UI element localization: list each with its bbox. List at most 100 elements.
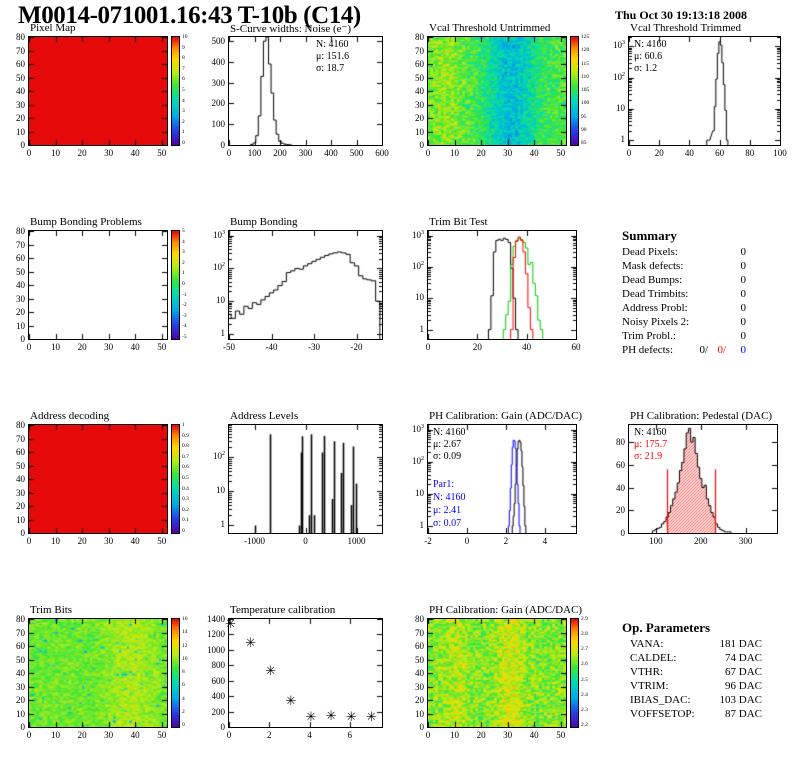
op-parameters-title: Op. Parameters [622, 620, 711, 635]
bump-bonding-xtick: -40 [265, 342, 278, 352]
pixel-map-xtick: 10 [51, 148, 61, 158]
pixel-map-colorbar [171, 36, 180, 146]
ph-calibration-pedestal-ytick: 40 [616, 482, 625, 493]
ph-calibration-gain-map-colorbar-tick: 2.8 [581, 631, 588, 638]
pixel-map-colorbar-gradient [172, 37, 179, 145]
vcal-threshold-untrimmed-ytick: 60 [415, 59, 424, 69]
trim-bits-xtick: 10 [51, 730, 61, 740]
bump-bonding-problems-colorbar-tick: 0 [182, 281, 185, 287]
op-parameter-label: CALDEL: [630, 652, 677, 664]
pixel-map-title: Pixel Map [30, 22, 76, 34]
vcal-threshold-trimmed-xtick: 0 [626, 148, 632, 158]
vcal-threshold-trimmed-stat-N: N: 4160 [634, 39, 667, 50]
ph-calibration-gain-hist-xtick: -2 [424, 536, 432, 546]
pixel-map-xtick: 50 [157, 148, 167, 158]
pixel-map-ytick: 50 [16, 72, 25, 83]
summary-row-value: 0 [740, 288, 747, 300]
summary-row-value: 0 [740, 302, 747, 314]
op-parameter-value: 87 DAC [725, 708, 762, 720]
trim-bits-xtick: 50 [157, 730, 167, 740]
pixel-map-ytick: 10 [16, 126, 25, 137]
vcal-threshold-trimmed-ytick: 103 [613, 40, 625, 51]
pixel-map-xtick: 30 [104, 148, 114, 158]
temperature-calibration-xtick: 2 [267, 730, 272, 740]
s-curve-widths-xtick: 400 [324, 148, 338, 158]
bump-bonding-problems-ytick: 10 [16, 320, 25, 331]
ph-calibration-gain-hist-xtick: 2 [503, 536, 509, 546]
trim-bits-colorbar-tick: 14 [182, 629, 188, 636]
vcal-threshold-trimmed-stat-sigma: σ: 1.2 [634, 63, 658, 74]
trim-bits-plot [28, 618, 168, 728]
pixel-map-xtick: 20 [77, 148, 87, 158]
ph-calibration-gain-map-colorbar-tick: 2.2 [581, 722, 588, 728]
vcal-threshold-untrimmed-xtick: 0 [425, 148, 431, 158]
vcal-threshold-untrimmed-ytick: 70 [415, 45, 424, 56]
pixel-map-colorbar-tick: 1 [182, 129, 185, 136]
bump-bonding-problems-xtick: 10 [51, 342, 61, 352]
pixel-map-colorbar-tick: 0 [182, 140, 185, 146]
address-decoding-colorbar-tick: 0.3 [182, 496, 189, 503]
bump-bonding-title: Bump Bonding [230, 216, 298, 228]
pixel-map-colorbar-tick: 6 [182, 76, 185, 83]
ph-calibration-gain-hist-stat-N: N: 4160 [433, 427, 466, 438]
ph-calibration-gain-hist-ytick: 1 [419, 519, 425, 530]
trim-bit-test-ytick: 102 [412, 260, 424, 271]
trim-bits-ytick: 60 [16, 641, 25, 651]
ph-calibration-pedestal-xtick: 300 [738, 536, 753, 546]
ph-calibration-gain-hist-xtick: 0 [464, 536, 470, 546]
bump-bonding-ytick: 1 [220, 327, 226, 338]
bump-bonding-problems-colorbar-tick: 4 [182, 238, 185, 245]
address-decoding-colorbar-tick: 0.5 [182, 475, 189, 481]
ph-defects-red: 0/ [717, 344, 726, 356]
trim-bits-xtick: 30 [104, 730, 114, 740]
bump-bonding-problems-colorbar-tick: -4 [182, 323, 187, 330]
s-curve-widths-title: S-Curve widths: Noise (e⁻) [230, 23, 351, 35]
trim-bit-test-ytick: 10 [415, 292, 424, 303]
trim-bits-colorbar [171, 618, 180, 728]
page-title: M0014-071001.16:43 T-10b (C14) [18, 2, 361, 29]
pixel-map-colorbar-tick: 8 [182, 55, 185, 62]
summary-row-label: Mask defects: [622, 260, 684, 272]
address-decoding-colorbar-tick: 1 [182, 422, 185, 428]
ph-calibration-gain-map-colorbar-gradient [571, 619, 578, 727]
address-decoding-xtick: 10 [51, 536, 61, 546]
s-curve-widths-stat-N: N: 4160 [316, 39, 349, 50]
address-levels-title: Address Levels [230, 410, 299, 422]
vcal-threshold-trimmed-title: Vcal Threshold Trimmed [630, 22, 742, 34]
s-curve-widths-plot [228, 36, 383, 146]
bump-bonding-problems-ytick: 20 [16, 307, 25, 317]
trim-bit-test-canvas [428, 231, 576, 339]
summary-row-label: Address Probl: [622, 302, 688, 314]
s-curve-widths-xtick: 200 [273, 148, 287, 158]
ph-calibration-gain-hist-plot [427, 424, 577, 534]
ph-calibration-gain-hist-par1-N: N: 4160 [433, 492, 466, 503]
pixel-map-ytick: 60 [16, 59, 25, 69]
vcal-threshold-trimmed-xtick: 60 [715, 148, 725, 158]
temperature-calibration-point: ✳ [345, 708, 357, 724]
vcal-threshold-trimmed-xtick: 20 [654, 148, 664, 158]
address-levels-xtick: 0 [303, 536, 308, 546]
s-curve-widths-ytick: 400 [211, 56, 226, 67]
address-decoding-colorbar-tick: 0.9 [182, 432, 189, 439]
bump-bonding-problems-colorbar [171, 230, 180, 340]
vcal-threshold-untrimmed-colorbar-tick: 100 [581, 100, 590, 107]
s-curve-widths-ytick: 500 [211, 36, 226, 47]
bump-bonding-problems-xtick: 30 [104, 342, 114, 352]
timestamp: Thu Oct 30 19:13:18 2008 [615, 8, 747, 22]
vcal-threshold-untrimmed-colorbar-tick: 85 [581, 140, 587, 146]
bump-bonding-xtick: -20 [350, 342, 363, 352]
ph-calibration-gain-map-ytick: 50 [415, 654, 424, 665]
ph-calibration-gain-map-colorbar-tick: 2.7 [581, 646, 588, 653]
address-decoding-colorbar-tick: 0.1 [182, 517, 189, 524]
trim-bits-colorbar-tick: 12 [182, 642, 188, 649]
temperature-calibration-point: ✳ [325, 708, 337, 724]
address-decoding-ytick: 70 [16, 433, 25, 444]
bump-bonding-problems-colorbar-tick: -2 [182, 302, 187, 309]
s-curve-widths-xtick: 0 [226, 148, 232, 158]
trim-bits-canvas [29, 619, 167, 727]
summary-row-label: Trim Probl.: [622, 330, 677, 342]
bump-bonding-problems-colorbar-gradient [172, 231, 179, 339]
trim-bits-ytick: 50 [16, 654, 25, 665]
address-decoding-colorbar-tick: 0.7 [182, 453, 189, 460]
bump-bonding-ytick: 102 [213, 262, 225, 273]
